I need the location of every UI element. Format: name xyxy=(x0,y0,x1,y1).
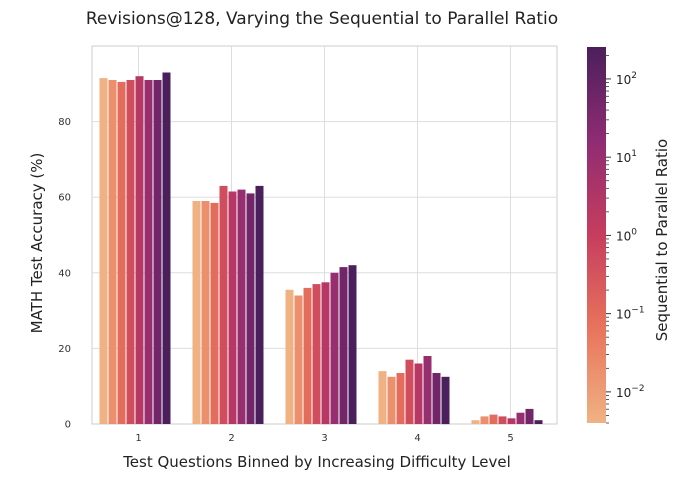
colorbar: 102 101 100 10−1 10−2 Sequential to Parallel… xyxy=(587,47,671,424)
bar xyxy=(339,267,348,424)
bar xyxy=(498,416,507,424)
x-tick-label: 4 xyxy=(414,433,420,444)
bar xyxy=(423,356,432,424)
plot-area: 1 2 3 4 5 0 20 40 60 80 xyxy=(58,45,558,444)
bar xyxy=(153,80,162,424)
bar xyxy=(414,363,423,424)
bar xyxy=(228,191,237,424)
colorbar-tick-label: 10−1 xyxy=(616,306,645,322)
colorbar-tick-label: 100 xyxy=(616,227,637,243)
x-tick-label: 1 xyxy=(135,433,141,444)
bar xyxy=(210,202,219,424)
colorbar-tick-label: 102 xyxy=(616,71,637,87)
bar xyxy=(441,376,450,425)
y-ticks: 0 20 40 60 80 xyxy=(58,117,71,430)
bar xyxy=(237,189,246,424)
bar xyxy=(480,416,489,424)
colorbar-ticks: 102 101 100 10−1 10−2 xyxy=(606,54,645,424)
bar xyxy=(525,408,534,424)
bars xyxy=(99,72,543,425)
bar xyxy=(507,418,516,424)
bar xyxy=(489,414,498,424)
bar xyxy=(219,185,228,424)
bar xyxy=(192,201,201,424)
bar xyxy=(255,185,264,424)
bar xyxy=(117,81,126,425)
bar xyxy=(321,282,330,425)
bar xyxy=(99,78,108,424)
y-tick-label: 20 xyxy=(58,344,71,355)
bar xyxy=(387,376,396,425)
colorbar-gradient xyxy=(587,47,606,423)
bar xyxy=(312,284,321,424)
bar xyxy=(108,80,117,424)
colorbar-tick-label: 10−2 xyxy=(616,384,645,400)
bar xyxy=(330,272,339,424)
chart-title: Revisions@128, Varying the Sequential to… xyxy=(86,9,558,29)
y-tick-label: 60 xyxy=(58,193,71,204)
bar xyxy=(378,371,387,424)
bar xyxy=(135,76,144,424)
x-ticks: 1 2 3 4 5 xyxy=(135,433,513,444)
bar xyxy=(246,193,255,424)
bar xyxy=(534,420,543,424)
bar xyxy=(471,420,480,424)
x-tick-label: 3 xyxy=(321,433,327,444)
bar xyxy=(201,201,210,424)
y-axis-label: MATH Test Accuracy (%) xyxy=(28,153,46,334)
x-tick-label: 2 xyxy=(228,433,234,444)
bar xyxy=(348,265,357,424)
y-tick-label: 80 xyxy=(58,117,71,128)
bar xyxy=(294,295,303,424)
bar xyxy=(432,373,441,424)
bar xyxy=(405,359,414,424)
colorbar-tick-label: 101 xyxy=(616,149,637,165)
x-axis-label: Test Questions Binned by Increasing Diff… xyxy=(122,453,511,471)
x-tick-label: 5 xyxy=(507,433,513,444)
bar xyxy=(396,373,405,424)
y-tick-label: 40 xyxy=(58,268,71,279)
bar xyxy=(516,412,525,424)
colorbar-label: Sequential to Parallel Ratio xyxy=(653,139,671,341)
bar xyxy=(303,287,312,424)
y-tick-label: 0 xyxy=(65,420,71,431)
bar xyxy=(126,80,135,424)
bar xyxy=(285,289,294,424)
bar xyxy=(144,80,153,424)
bar xyxy=(162,72,171,424)
